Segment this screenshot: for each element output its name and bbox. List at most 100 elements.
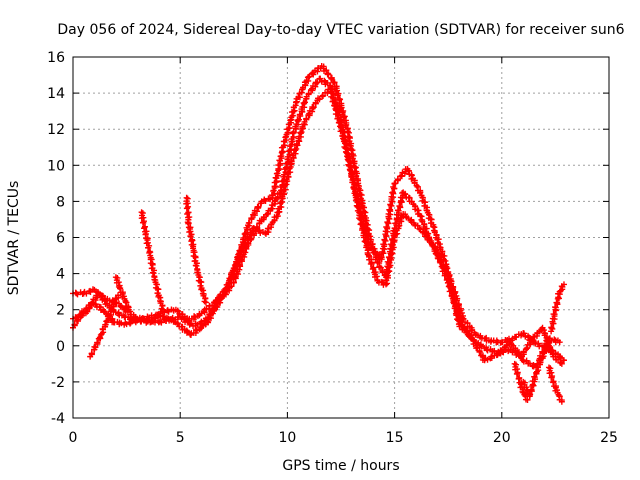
data-point [474,344,481,351]
plot-frame [72,56,610,419]
data-point [230,267,237,274]
data-point [521,330,528,337]
data-point [319,93,326,100]
data-point [305,90,312,97]
data-point [560,281,567,288]
data-point [405,167,412,174]
data-point [84,308,91,315]
data-point [411,179,418,186]
data-point [101,297,108,304]
data-point [387,255,394,262]
data-point [545,364,552,371]
series-burst-7 [545,364,565,405]
data-point [552,353,559,360]
data-point [544,342,551,349]
data-point [73,290,80,297]
data-point [558,398,565,405]
data-point [358,192,365,199]
data-point [309,85,316,92]
data-point [184,210,191,217]
chart-title: Day 056 of 2024, Sidereal Day-to-day VTE… [57,22,624,38]
data-point [524,396,531,403]
data-point [396,203,403,210]
data-point [86,304,93,311]
data-point [361,238,368,245]
data-point [398,172,405,179]
data-point [455,317,462,324]
data-point [368,260,375,267]
data-point [347,163,354,170]
data-point [149,318,156,325]
data-point [125,306,132,313]
data-point [558,360,565,367]
data-point [298,129,305,136]
series-burst-3 [183,194,209,306]
data-point [242,230,249,237]
data-point [264,211,271,218]
data-point [193,327,200,334]
y-tick-label: -4 [51,411,65,427]
data-points [70,63,567,405]
y-tick-label: 4 [56,267,65,283]
data-point [247,229,254,236]
x-tick-label: 0 [69,430,78,446]
data-point [343,145,350,152]
data-point [151,276,158,283]
data-point [184,205,191,212]
data-point [273,170,280,177]
y-tick-label: -2 [51,375,65,391]
series-burst-5 [520,339,553,400]
y-tick-label: 0 [56,339,65,355]
data-point [149,269,156,276]
data-point [282,134,289,141]
data-point [83,307,90,314]
data-point [231,262,238,269]
data-point [256,227,263,234]
data-point [88,350,95,357]
data-point [248,215,255,222]
series-burst-4 [112,274,132,313]
data-point [379,269,386,276]
data-point [511,360,518,367]
data-point [530,382,537,389]
data-point [553,299,560,306]
data-point [402,190,409,197]
data-point [463,329,470,336]
data-point [309,70,316,77]
data-point [527,386,534,393]
data-point [287,117,294,124]
data-point [378,254,385,261]
data-point [94,339,101,346]
data-point [325,71,332,78]
data-point [303,115,310,122]
data-point [310,104,317,111]
data-point [277,153,284,160]
data-point [174,320,181,327]
data-point [377,264,384,271]
data-point [389,242,396,249]
data-point [435,255,442,262]
data-point [531,374,538,381]
series-burst-8 [511,360,531,403]
data-point [141,225,148,232]
x-tick-label: 5 [176,430,185,446]
data-point [551,311,558,318]
data-point [194,269,201,276]
data-point [321,77,328,84]
data-point [417,226,424,233]
series-burst-2 [138,209,167,313]
data-point [548,374,555,381]
data-point [98,293,105,300]
data-point [383,272,390,279]
data-point [350,160,357,167]
data-point [394,176,401,183]
x-tick-label: 20 [493,430,511,446]
data-point [246,219,253,226]
data-point [381,236,388,243]
data-point [202,299,209,306]
data-point [109,306,116,313]
data-point [384,280,391,287]
data-point [238,245,245,252]
data-point [545,339,552,346]
